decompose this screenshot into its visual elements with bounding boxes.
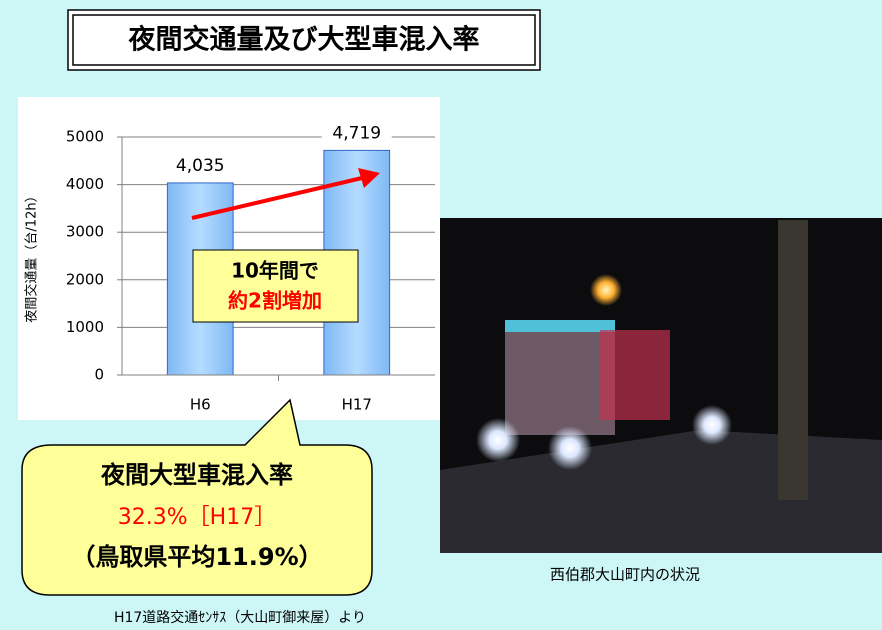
- callout-rate: 32.3%［H17］: [118, 505, 276, 530]
- y-tick-label: 0: [94, 366, 104, 384]
- callout-heading: 夜間大型車混入率: [100, 461, 293, 489]
- trend-arrowhead: [358, 168, 380, 188]
- photo: [440, 218, 882, 553]
- value-label: 4,719: [332, 123, 381, 143]
- chart: 0 1000 2000 3000 4000 5000 H6 4,035 H17 4,719 10年間…: [66, 120, 435, 414]
- y-tick-label: 4000: [66, 175, 104, 193]
- annotation-line: 10年間で: [231, 259, 319, 283]
- title: 夜間交通量及び大型車混入率: [128, 24, 480, 56]
- x-tick-label: H17: [342, 396, 372, 414]
- trend-arrow: [191, 176, 363, 220]
- value-label: 4,035: [176, 156, 225, 176]
- value-label-bg: [321, 120, 392, 145]
- x-tick-label: H6: [190, 396, 211, 414]
- y-tick-label: 3000: [66, 223, 104, 241]
- annotation-box: [192, 249, 359, 323]
- y-tick-label: 2000: [66, 270, 104, 288]
- value-label-bg: [165, 152, 236, 177]
- title-box: [67, 9, 541, 71]
- y-axis-label: 夜間交通量（台/12h）: [24, 189, 40, 322]
- callout-bubble: [21, 398, 373, 596]
- photo-caption: 西伯郡大山町内の状況: [550, 566, 700, 584]
- y-tick-label: 5000: [66, 128, 104, 146]
- annotation-line: 約2割増加: [228, 289, 322, 313]
- title-box-inner: [72, 14, 536, 66]
- callout-average: （鳥取県平均11.9%）: [71, 543, 322, 571]
- source: H17道路交通ｾﾝｻｽ（大山町御来屋）より: [114, 609, 366, 626]
- y-tick-label: 1000: [66, 318, 104, 336]
